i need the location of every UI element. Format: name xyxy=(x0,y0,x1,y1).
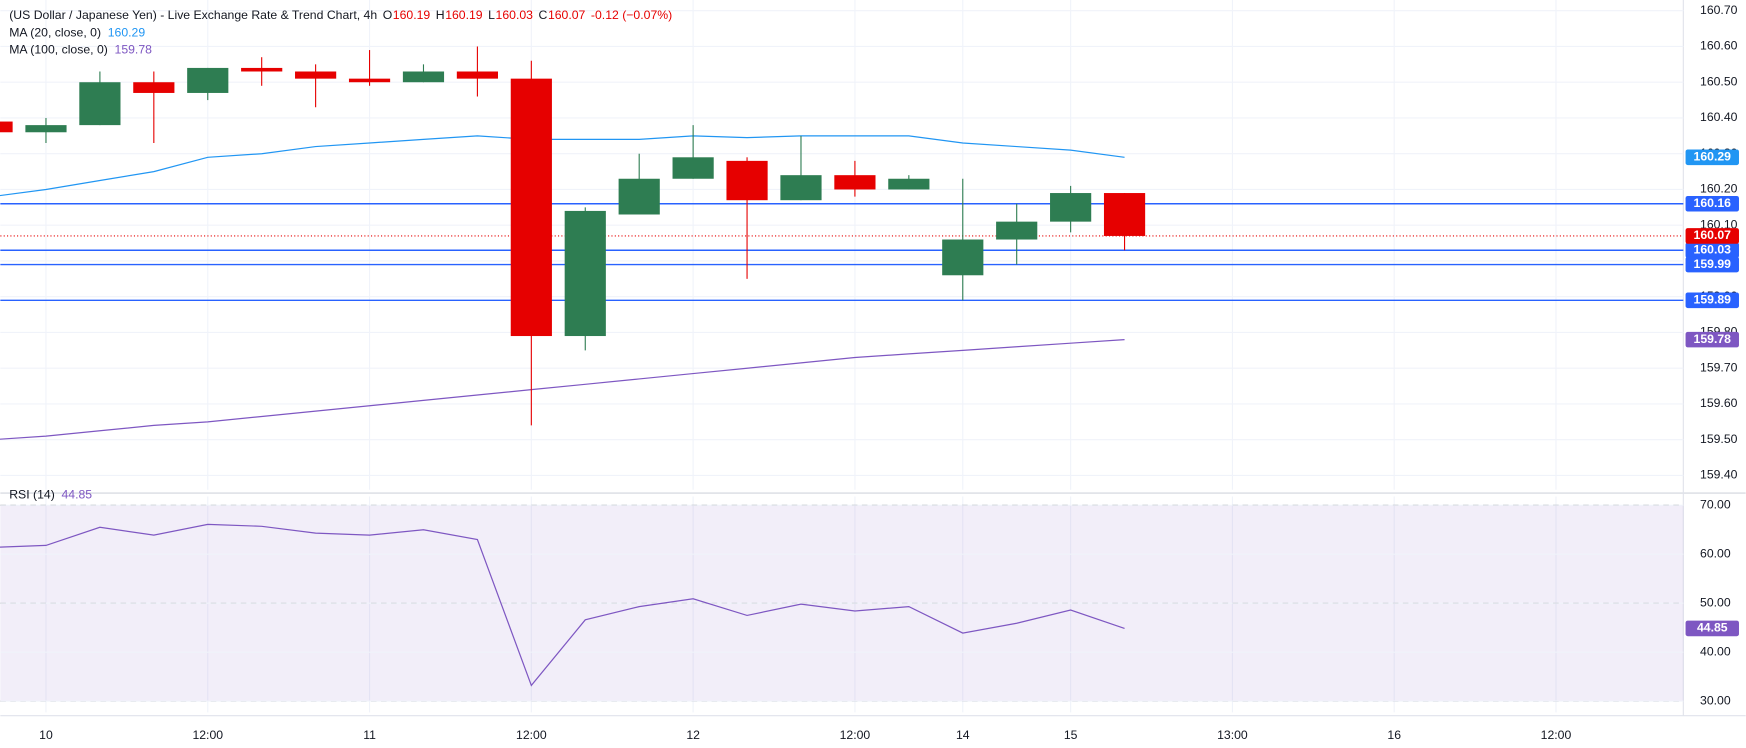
price-label-box xyxy=(1685,242,1739,259)
price-label-box xyxy=(1685,620,1739,637)
price-label-box xyxy=(1685,228,1739,244)
candle-body xyxy=(888,178,930,190)
rsi-line xyxy=(0,523,1125,687)
y-tick-label: 160.10 xyxy=(1700,217,1738,231)
candle-body xyxy=(348,78,391,83)
price-label: 159.78 xyxy=(1694,332,1732,346)
x-tick-label: 12:00 xyxy=(1541,728,1572,742)
legend-text: MA (100, close, 0) xyxy=(9,42,108,56)
y-tick-label: 30.00 xyxy=(1700,693,1731,707)
candle-body xyxy=(241,67,283,72)
candle-body xyxy=(996,221,1038,240)
price-label-box xyxy=(1685,256,1739,273)
x-tick-label: 12:00 xyxy=(516,728,547,742)
legend-text: 160.03 xyxy=(496,8,534,22)
y-tick-label: 160.60 xyxy=(1700,39,1738,53)
price-label-box xyxy=(1685,195,1739,212)
candle-body xyxy=(726,160,768,201)
y-tick-label: 70.00 xyxy=(1700,497,1731,511)
x-tick-label: 12 xyxy=(686,728,700,742)
price-label: 160.03 xyxy=(1694,242,1732,256)
y-tick-label: 50.00 xyxy=(1700,595,1731,609)
legend-text: -0.12 (−0.07%) xyxy=(591,8,672,22)
y-tick-label: 60.00 xyxy=(1700,546,1731,560)
price-label: 159.89 xyxy=(1694,293,1732,307)
y-tick-label: 159.50 xyxy=(1700,432,1738,446)
legend-text: MA (20, close, 0) xyxy=(9,26,101,40)
candle-body xyxy=(456,71,498,79)
candle-body xyxy=(0,121,13,133)
x-tick-label: 14 xyxy=(956,728,970,742)
y-tick-label: 160.70 xyxy=(1700,3,1738,17)
legend-text: 160.19 xyxy=(445,8,483,22)
price-label: 160.07 xyxy=(1694,228,1732,242)
candle-body xyxy=(402,71,445,83)
legend-text: H xyxy=(436,8,445,22)
x-tick-label: 16 xyxy=(1387,728,1401,742)
candle-body xyxy=(780,175,822,201)
legend-text: 160.19 xyxy=(393,8,431,22)
y-tick-label: 159.60 xyxy=(1700,396,1738,410)
candle-body xyxy=(295,71,337,79)
candle-body xyxy=(564,210,606,337)
price-label: 160.16 xyxy=(1694,196,1732,210)
labels: 10 12:00 11 12:00 12 12:00 14 15 13:00 16 12:00 160… xyxy=(9,3,1739,742)
y-tick-label: 159.70 xyxy=(1700,360,1738,374)
candle-body xyxy=(942,239,984,276)
candle-body xyxy=(618,178,660,215)
price-label: 44.85 xyxy=(1697,621,1728,635)
y-tick-label: 160.40 xyxy=(1700,110,1738,124)
moving-average-line xyxy=(0,135,1125,197)
candle-body xyxy=(25,125,67,133)
x-tick-label: 13:00 xyxy=(1217,728,1248,742)
x-tick-label: 10 xyxy=(39,728,53,742)
moving-average-line xyxy=(0,339,1125,440)
legend-value: 44.85 xyxy=(61,488,92,502)
candle-body xyxy=(133,82,175,93)
candle-body xyxy=(1050,193,1092,222)
legend-text: L xyxy=(488,8,495,22)
legend-text: (US Dollar / Japanese Yen) - Live Exchan… xyxy=(9,8,377,22)
y-tick-label: 160.50 xyxy=(1700,74,1738,88)
price-label: 159.99 xyxy=(1694,257,1732,271)
price-label: 160.29 xyxy=(1694,150,1732,164)
x-tick-label: 12:00 xyxy=(840,728,871,742)
candle-body xyxy=(79,82,121,126)
grid xyxy=(0,0,1684,713)
candle-body xyxy=(1103,193,1146,236)
legend-text: C xyxy=(539,8,548,22)
legend-text: RSI (14) xyxy=(9,488,55,502)
y-tick-label: 159.40 xyxy=(1700,468,1738,482)
legend-text: 159.78 xyxy=(115,42,153,56)
price-label-box xyxy=(1685,149,1739,166)
legend-text: 160.07 xyxy=(548,8,586,22)
x-tick-label: 12:00 xyxy=(192,728,223,742)
candle-body xyxy=(834,175,876,190)
legend-text: 160.29 xyxy=(108,26,146,40)
y-tick-label: 40.00 xyxy=(1700,644,1731,658)
x-tick-label: 11 xyxy=(363,728,376,742)
candle-body xyxy=(510,78,552,337)
candle-body xyxy=(187,67,229,93)
price-label-box xyxy=(1685,331,1739,348)
candle-body xyxy=(672,157,714,179)
plot xyxy=(0,46,1684,687)
x-tick-label: 15 xyxy=(1064,728,1078,742)
price-label-box xyxy=(1685,292,1739,309)
legend-text: O xyxy=(383,8,393,22)
y-tick-label: 160.20 xyxy=(1700,182,1738,196)
